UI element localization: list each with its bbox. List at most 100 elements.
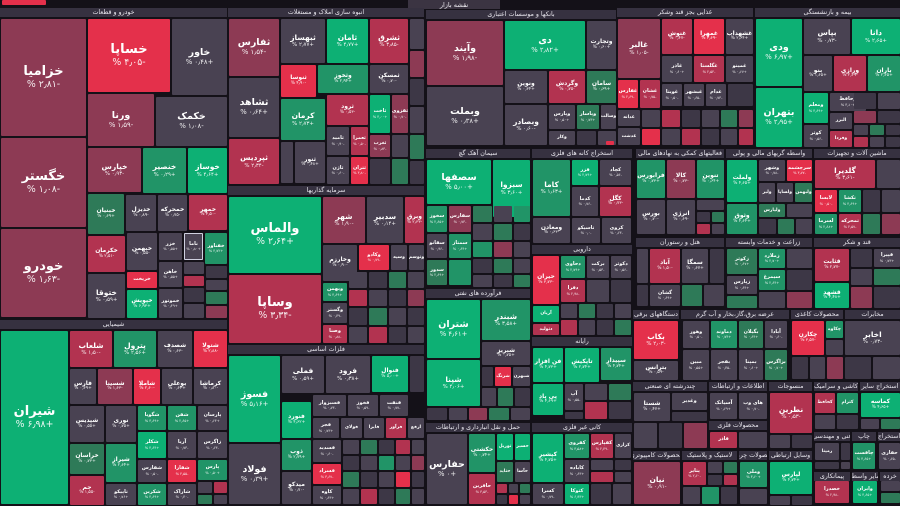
mini-tile[interactable] [361, 440, 377, 454]
stock-tile[interactable]: جم -۱٫۵۵ % [70, 476, 104, 505]
mini-tile[interactable] [494, 206, 512, 222]
stock-tile[interactable]: کترام [837, 393, 858, 413]
stock-tile[interactable]: فرود +۰٫۳۸ % [326, 356, 370, 393]
stock-tile[interactable]: فایرا [364, 418, 384, 438]
stock-tile[interactable]: خکرمان -۲٫۵۱ % [88, 236, 125, 272]
mini-tile[interactable] [587, 280, 609, 302]
mini-tile[interactable] [494, 224, 512, 240]
mini-tile[interactable] [473, 259, 492, 273]
stock-tile[interactable]: لپارس +۴٫۷۴ % [770, 462, 812, 494]
mini-tile[interactable] [214, 495, 227, 504]
mini-tile[interactable] [613, 484, 631, 504]
mini-tile[interactable] [396, 489, 410, 504]
stock-tile[interactable]: غمهرا -۳٫۶۹ % [694, 19, 724, 54]
stock-tile[interactable]: کاباده +۰٫۶۳ % [565, 460, 589, 482]
stock-tile[interactable]: وبملت +۰٫۳۸ % [427, 87, 503, 145]
mini-tile[interactable] [642, 129, 660, 145]
stock-tile[interactable]: وگردش -۰٫۷۵ % [549, 71, 585, 103]
mini-tile[interactable] [684, 423, 707, 448]
mini-tile[interactable] [349, 308, 367, 325]
mini-tile[interactable] [565, 412, 583, 419]
stock-tile[interactable]: خساپا -۴٫۰۵ % [88, 19, 170, 92]
mini-tile[interactable] [886, 137, 900, 147]
mini-tile[interactable] [863, 214, 880, 234]
stock-tile[interactable]: نطرین -۰٫۵۳ % [770, 393, 812, 433]
stock-tile[interactable]: شلعاب -۱٫۵۰ % [70, 331, 112, 367]
stock-tile[interactable]: فرآور [386, 418, 406, 438]
mini-tile[interactable] [662, 129, 680, 145]
mini-tile[interactable] [514, 242, 530, 257]
stock-tile[interactable]: خوساز +۴٫۶۴ % [188, 148, 227, 193]
stock-tile[interactable]: خزامیا -۲٫۸۱ % [1, 19, 86, 136]
mini-tile[interactable] [184, 276, 204, 286]
stock-tile[interactable]: تاپیکو +۰٫۷۶ % [106, 484, 136, 505]
stock-tile[interactable]: دفرا -۲٫۹۸ % [561, 280, 585, 302]
stock-tile[interactable]: کاوه +۰٫۶۳ % [313, 486, 341, 504]
stock-tile[interactable]: میدکو -۰٫۷۰ % [282, 472, 311, 504]
mini-tile[interactable] [739, 129, 753, 145]
mini-tile[interactable] [682, 285, 702, 306]
stock-tile[interactable]: خفناور +۴٫۷۲ % [205, 233, 227, 264]
stock-tile[interactable]: شپدیس +۰٫۵۵ % [70, 406, 104, 442]
mini-tile[interactable] [770, 496, 790, 505]
mini-tile[interactable] [561, 320, 577, 335]
stock-tile[interactable]: کالا -۰٫۷۳ % [667, 160, 695, 198]
mini-tile[interactable] [412, 440, 424, 454]
stock-tile[interactable]: شبریز +۰٫۷۵ % [482, 342, 530, 365]
stock-tile[interactable]: قثابت -۲٫۷۷ % [815, 249, 849, 281]
mini-tile[interactable] [609, 402, 631, 419]
stock-tile[interactable]: وبرق -۲٫۳۳ % [405, 197, 424, 243]
stock-tile[interactable]: سدور +۲٫۶۹ % [427, 260, 447, 285]
mini-tile[interactable] [878, 93, 900, 109]
mini-tile[interactable] [770, 435, 790, 448]
stock-tile[interactable]: شتران +۴٫۶۱ % [427, 300, 480, 358]
stock-tile[interactable]: ولبهمن [795, 183, 812, 202]
mini-tile[interactable] [514, 206, 530, 222]
stock-tile[interactable]: فنورد +۴٫۶۲ % [282, 402, 311, 438]
stock-tile[interactable]: دماوند +۰٫۷۴ % [711, 321, 737, 348]
stock-tile[interactable]: حافرین -۳٫۵۳ % [469, 474, 495, 504]
mini-tile[interactable] [369, 290, 387, 306]
mini-tile[interactable] [882, 214, 900, 234]
mini-tile[interactable] [412, 472, 424, 487]
stock-tile[interactable]: چکاوه [826, 321, 843, 338]
stock-tile[interactable]: والماس +۲٫۶۴ % [229, 197, 321, 273]
stock-tile[interactable]: لابسا -۰٫۵۰ % [815, 190, 837, 212]
mini-tile[interactable] [585, 402, 607, 419]
mini-tile[interactable] [214, 482, 227, 493]
mini-tile[interactable] [708, 462, 722, 473]
stock-tile[interactable]: کماسه +۴٫۶۵ % [861, 393, 900, 417]
mini-tile[interactable] [826, 340, 843, 355]
stock-tile[interactable]: وملی +۳٫۶۰ % [740, 462, 767, 487]
mini-tile[interactable] [874, 287, 900, 308]
stock-tile[interactable]: وثوق +۴٫۶۴ % [727, 204, 757, 234]
stock-tile[interactable]: خمحرکه -۰٫۷۵ % [158, 195, 187, 231]
stock-tile[interactable]: ثمسکن -۰٫۷۰ % [370, 65, 408, 93]
mini-tile[interactable] [343, 489, 359, 504]
mini-tile[interactable] [702, 110, 719, 127]
mini-tile[interactable] [810, 357, 825, 379]
mini-tile[interactable] [410, 79, 424, 105]
stock-tile[interactable]: ومعادن -۰٫۶۳ % [533, 218, 570, 243]
mini-tile[interactable] [881, 419, 900, 429]
stock-tile[interactable]: انرژی -۰٫۶۹ % [667, 200, 695, 234]
stock-tile[interactable]: غویتا -۰٫۵۰ % [662, 84, 682, 106]
stock-tile[interactable]: شبهرن [513, 367, 530, 386]
mini-tile[interactable] [369, 272, 387, 288]
mini-tile[interactable] [206, 292, 227, 304]
stock-tile[interactable]: کحافظ [815, 393, 835, 413]
stock-tile[interactable]: شبندر +۳٫۵۸ % [482, 300, 530, 340]
stock-tile[interactable]: سرچشمه -۳٫۷۷ % [787, 160, 812, 181]
mini-tile[interactable] [697, 200, 724, 210]
stock-tile[interactable]: سخوز +۲٫۶۵ % [427, 206, 447, 232]
mini-tile[interactable] [697, 212, 710, 222]
stock-tile[interactable]: خگستر -۱٫۰۸ % [1, 138, 86, 227]
mini-tile[interactable] [343, 440, 359, 454]
stock-tile[interactable]: شرنگ [495, 367, 511, 386]
stock-tile[interactable]: وایران +۴٫۶۵ % [853, 481, 877, 503]
mini-tile[interactable] [427, 408, 447, 420]
stock-tile[interactable]: خاهن +۰٫۵۵ % [159, 262, 182, 287]
stock-tile[interactable]: کرازی [615, 434, 631, 458]
mini-tile[interactable] [662, 110, 680, 127]
stock-tile[interactable]: های وب -۰٫۷۰ % [739, 393, 767, 419]
